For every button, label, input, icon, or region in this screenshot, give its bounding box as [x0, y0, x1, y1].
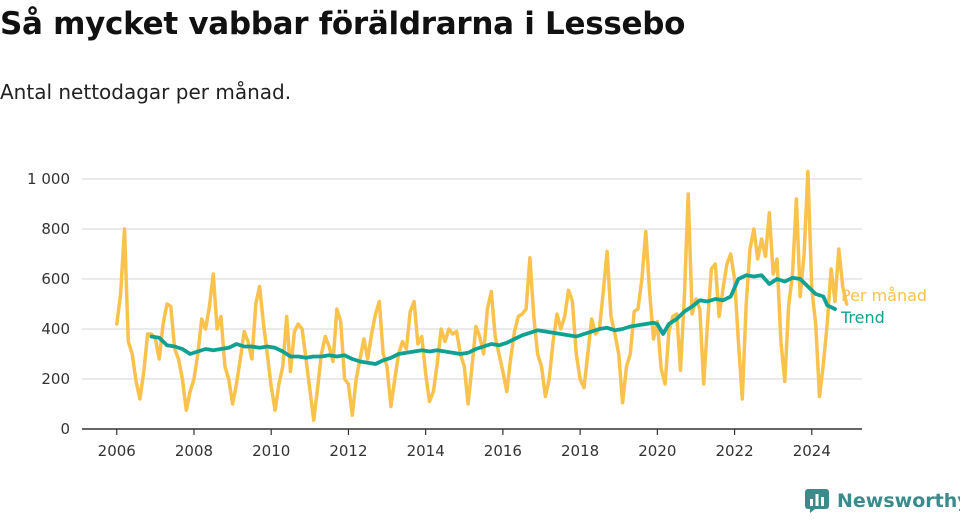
y-tick-label: 1 000: [27, 170, 70, 188]
x-tick-label: 2006: [98, 442, 136, 460]
brand-name: Newsworthy: [837, 490, 960, 512]
x-tick-label: 2014: [407, 442, 445, 460]
x-tick-label: 2016: [484, 442, 522, 460]
y-tick-label: 200: [41, 370, 70, 388]
x-tick-label: 2012: [329, 442, 367, 460]
x-tick-label: 2018: [561, 442, 599, 460]
legend-trend: Trend: [840, 308, 885, 327]
y-tick-label: 400: [41, 320, 70, 338]
chart-title: Så mycket vabbar föräldrarna i Lessebo: [0, 6, 686, 42]
x-tick-label: 2024: [793, 442, 831, 460]
x-tick-label: 2020: [638, 442, 676, 460]
monthly-series-line: [115, 169, 849, 423]
y-tick-label: 800: [41, 220, 70, 238]
chart-subtitle: Antal nettodagar per månad.: [0, 80, 292, 104]
trend-series-line: [149, 273, 837, 366]
newsworthy-logo-icon: [805, 489, 829, 513]
y-tick-label: 600: [41, 270, 70, 288]
y-tick-label: 0: [60, 420, 70, 438]
legend-per-manad: Per månad: [841, 286, 927, 305]
brand-logo: Newsworthy: [804, 488, 960, 514]
x-tick-label: 2008: [175, 442, 213, 460]
x-tick-label: 2022: [715, 442, 753, 460]
x-tick-label: 2010: [252, 442, 290, 460]
